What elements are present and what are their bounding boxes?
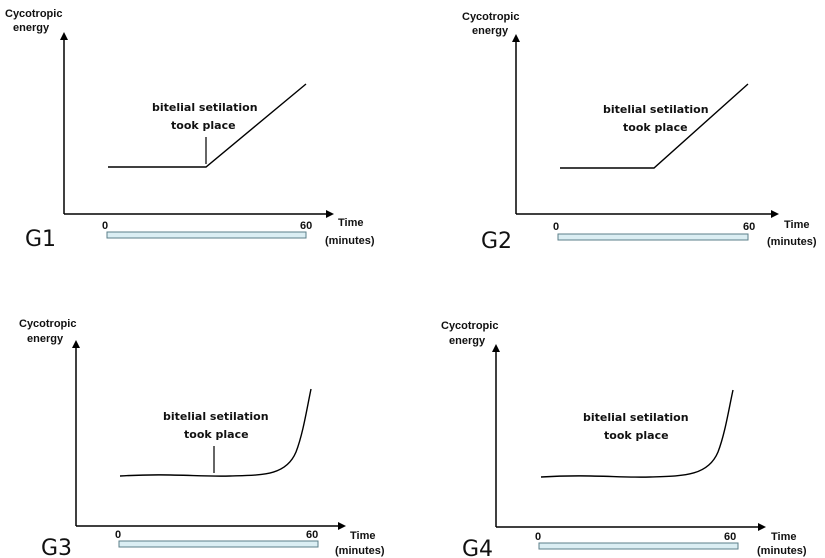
energy-curve xyxy=(119,388,312,477)
x-axis-title-line2: (minutes) xyxy=(757,545,807,557)
annotation-line2: took place xyxy=(171,119,236,132)
y-axis-title-line1: Cycotropic xyxy=(19,318,76,330)
tick-label-start: 0 xyxy=(553,221,559,233)
x-axis-title-line1: Time xyxy=(784,219,809,231)
panel-label: G1 xyxy=(25,227,56,252)
time-bar xyxy=(538,542,739,550)
panel-g1: Cycotropic energy Time (minutes) 0 60 bi… xyxy=(5,8,375,252)
x-axis-title-line2: (minutes) xyxy=(325,235,375,247)
tick-label-start: 0 xyxy=(102,220,108,232)
annotation-line1: bitelial setilation xyxy=(163,410,269,423)
y-axis-title-line2: energy xyxy=(449,335,486,347)
panel-label: G2 xyxy=(481,229,512,254)
x-axis-title-line1: Time xyxy=(350,530,375,542)
x-axis-title-line2: (minutes) xyxy=(767,236,817,248)
annotation-line2: took place xyxy=(623,121,688,134)
energy-curve xyxy=(108,83,307,168)
time-bar xyxy=(557,233,749,241)
x-axis-title-line1: Time xyxy=(338,217,363,229)
tick-label-end: 60 xyxy=(306,529,318,541)
tick-label-start: 0 xyxy=(115,529,121,541)
tick-label-end: 60 xyxy=(724,531,736,543)
annotation-line2: took place xyxy=(184,428,249,441)
y-axis-title-line1: Cycotropic xyxy=(462,11,519,23)
panel-g4: Cycotropic energy Time (minutes) 0 60 bi… xyxy=(441,320,807,558)
annotation-line1: bitelial setilation xyxy=(603,103,709,116)
energy-curve xyxy=(540,389,734,478)
annotation-line2: took place xyxy=(604,429,669,442)
x-axis-title-line2: (minutes) xyxy=(335,545,385,557)
tick-label-end: 60 xyxy=(300,220,312,232)
time-bar xyxy=(118,540,319,548)
energy-curve xyxy=(560,83,749,169)
panel-g2: Cycotropic energy Time (minutes) 0 60 bi… xyxy=(462,11,817,254)
tick-label-start: 0 xyxy=(535,531,541,543)
annotation-line1: bitelial setilation xyxy=(152,101,258,114)
y-axis-title-line1: Cycotropic xyxy=(441,320,498,332)
panel-label: G4 xyxy=(462,537,493,558)
y-axis-title-line2: energy xyxy=(27,333,64,345)
tick-label-end: 60 xyxy=(743,221,755,233)
panel-g3: Cycotropic energy Time (minutes) 0 60 bi… xyxy=(19,318,385,558)
panel-label: G3 xyxy=(41,536,72,558)
y-axis-title-line1: Cycotropic xyxy=(5,8,62,20)
y-axis-title-line2: energy xyxy=(472,25,509,37)
y-axis-title-line2: energy xyxy=(13,22,50,34)
annotation-line1: bitelial setilation xyxy=(583,411,689,424)
x-axis-title-line1: Time xyxy=(771,531,796,543)
time-bar xyxy=(106,231,307,239)
